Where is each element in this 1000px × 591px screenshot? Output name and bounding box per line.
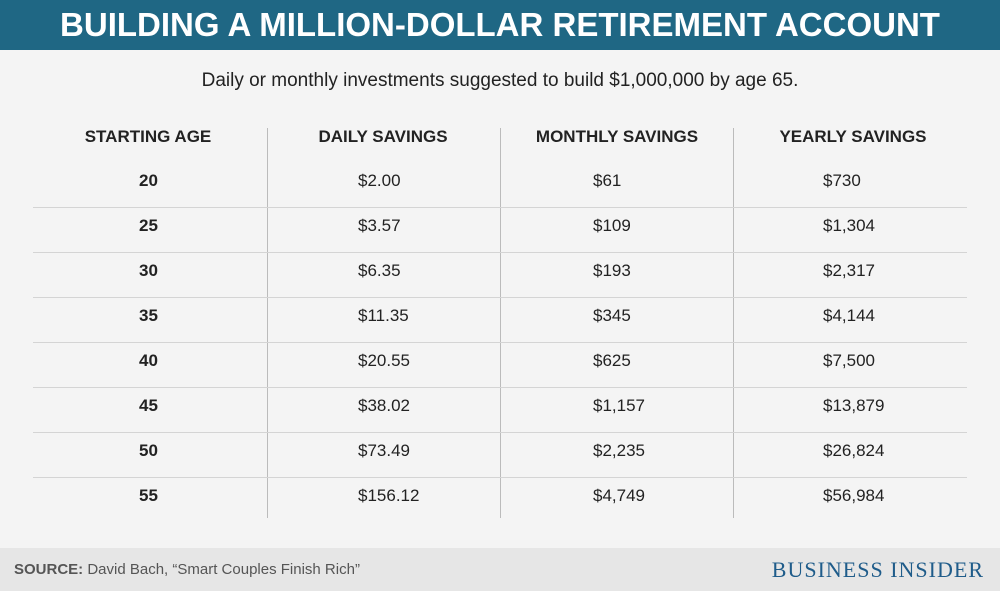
value-cell: $13,879 <box>823 396 885 415</box>
value-cell: $625 <box>593 351 631 370</box>
age-cell: 20 <box>139 171 158 190</box>
value-cell: $156.12 <box>358 486 420 505</box>
column-divider <box>733 128 734 518</box>
value-cell: $3.57 <box>358 216 401 235</box>
value-cell: $20.55 <box>358 351 410 370</box>
value-cell: $61 <box>593 171 622 190</box>
value-cell: $56,984 <box>823 486 885 505</box>
column-header: DAILY SAVINGS <box>318 127 448 146</box>
value-cell: $1,157 <box>593 396 645 415</box>
age-cell: 55 <box>139 486 158 505</box>
value-cell: $73.49 <box>358 441 410 460</box>
row-divider <box>33 207 967 208</box>
value-cell: $11.35 <box>358 306 409 325</box>
age-cell: 45 <box>139 396 158 415</box>
footer: SOURCE: David Bach, “Smart Couples Finis… <box>0 548 1000 591</box>
source-label: SOURCE: <box>14 561 84 578</box>
age-cell: 35 <box>139 306 158 325</box>
title: BUILDING A MILLION-DOLLAR RETIREMENT ACC… <box>0 0 1000 50</box>
column-header: STARTING AGE <box>84 127 212 146</box>
row-divider <box>33 477 967 478</box>
column-divider <box>267 128 268 518</box>
value-cell: $4,144 <box>823 306 875 325</box>
column-divider <box>500 128 501 518</box>
row-divider <box>33 252 967 253</box>
row-divider <box>33 432 967 433</box>
value-cell: $6.35 <box>358 261 401 280</box>
value-cell: $109 <box>593 216 631 235</box>
age-cell: 30 <box>139 261 158 280</box>
row-divider <box>33 342 967 343</box>
age-cell: 40 <box>139 351 158 370</box>
source: SOURCE: David Bach, “Smart Couples Finis… <box>14 561 360 578</box>
row-divider <box>33 297 967 298</box>
age-cell: 25 <box>139 216 158 235</box>
value-cell: $38.02 <box>358 396 410 415</box>
row-divider <box>33 387 967 388</box>
value-cell: $7,500 <box>823 351 875 370</box>
value-cell: $2,317 <box>823 261 875 280</box>
value-cell: $193 <box>593 261 631 280</box>
value-cell: $2.00 <box>358 171 401 190</box>
brand: BUSINESS INSIDER <box>771 557 984 582</box>
column-header: MONTHLY SAVINGS <box>535 127 699 146</box>
subtitle: Daily or monthly investments suggested t… <box>201 70 799 91</box>
value-cell: $345 <box>593 306 631 325</box>
age-cell: 50 <box>139 441 158 460</box>
value-cell: $4,749 <box>593 486 645 505</box>
value-cell: $26,824 <box>823 441 885 460</box>
column-header: YEARLY SAVINGS <box>779 127 927 146</box>
value-cell: $1,304 <box>823 216 875 235</box>
value-cell: $730 <box>823 171 861 190</box>
source-text: David Bach, “Smart Couples Finish Rich” <box>87 561 360 578</box>
value-cell: $2,235 <box>593 441 645 460</box>
